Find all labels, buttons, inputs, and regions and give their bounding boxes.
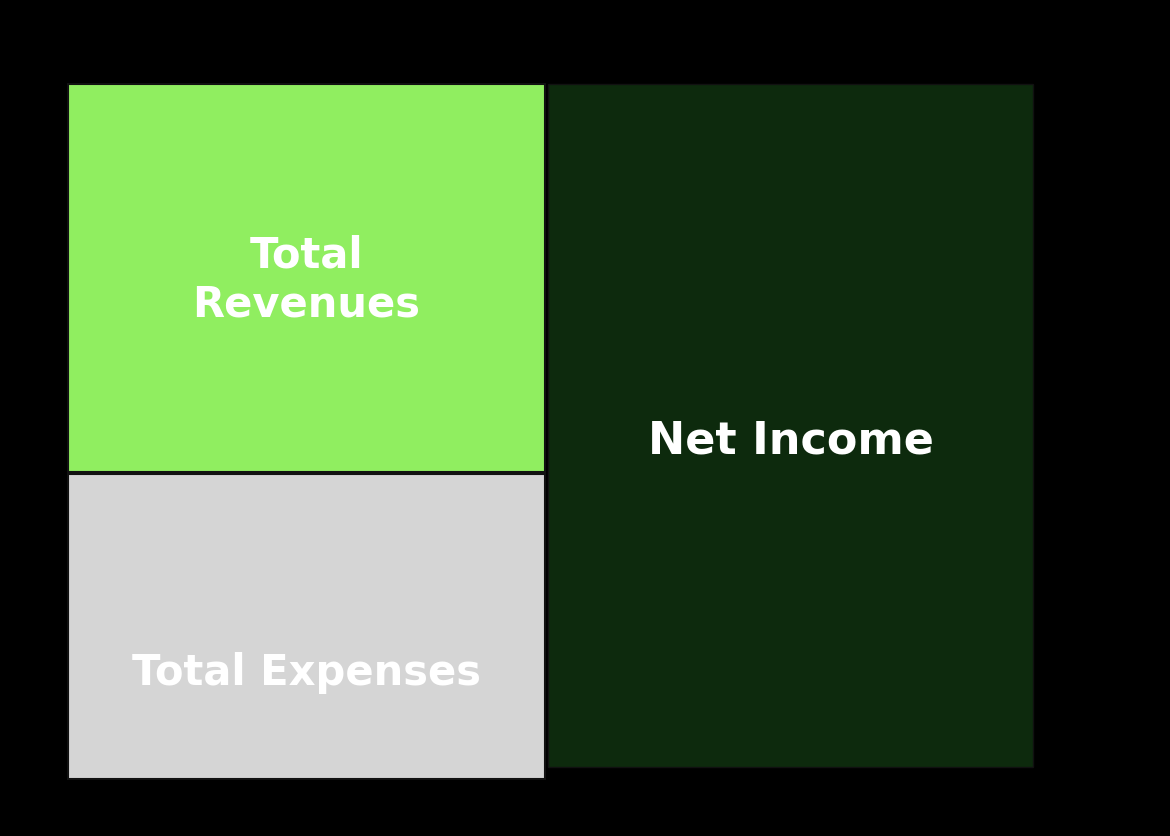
Text: Total
Revenues: Total Revenues <box>193 235 420 325</box>
Text: Net Income: Net Income <box>648 420 934 463</box>
Bar <box>68 474 545 779</box>
Bar <box>68 84 545 472</box>
Bar <box>548 84 1033 767</box>
Text: Total Expenses: Total Expenses <box>132 652 481 694</box>
